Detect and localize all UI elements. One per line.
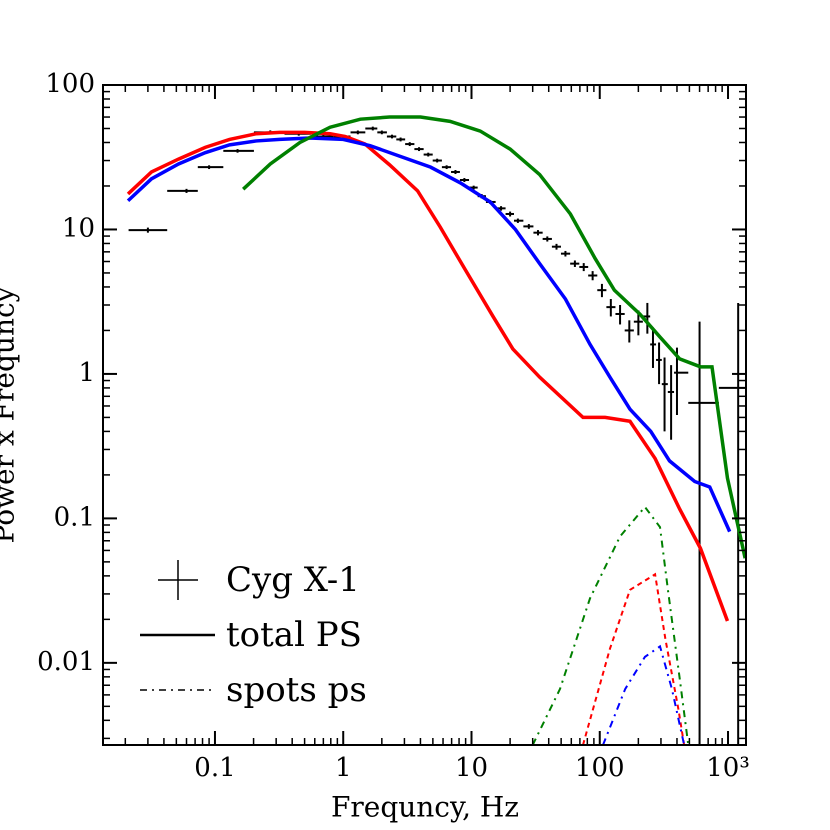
legend-label: total PS xyxy=(226,615,362,655)
curve xyxy=(582,572,686,745)
curve xyxy=(242,115,746,559)
y-tick-label: 1 xyxy=(78,358,95,388)
x-tick-label: 10³ xyxy=(706,753,750,783)
legend-label: spots ps xyxy=(226,670,367,710)
x-tick-label: 0.1 xyxy=(194,753,235,783)
curve xyxy=(126,136,732,533)
y-tick-label: 100 xyxy=(45,69,95,99)
legend-label: Cyg X-1 xyxy=(226,560,360,600)
curve xyxy=(531,505,690,745)
x-tick-label: 10 xyxy=(455,753,488,783)
y-tick-label: 0.01 xyxy=(37,647,95,677)
curve xyxy=(126,130,730,622)
plot-frame xyxy=(102,84,747,746)
plot-area xyxy=(126,115,746,745)
x-tick-label: 1 xyxy=(335,753,352,783)
y-axis-label: Power x Frequncy xyxy=(0,286,21,543)
y-tick-label: 10 xyxy=(62,213,95,243)
curve xyxy=(602,644,686,745)
x-axis-label: Frequncy, Hz xyxy=(331,791,519,824)
y-tick-label: 0.1 xyxy=(54,502,95,532)
x-tick-label: 100 xyxy=(575,753,625,783)
